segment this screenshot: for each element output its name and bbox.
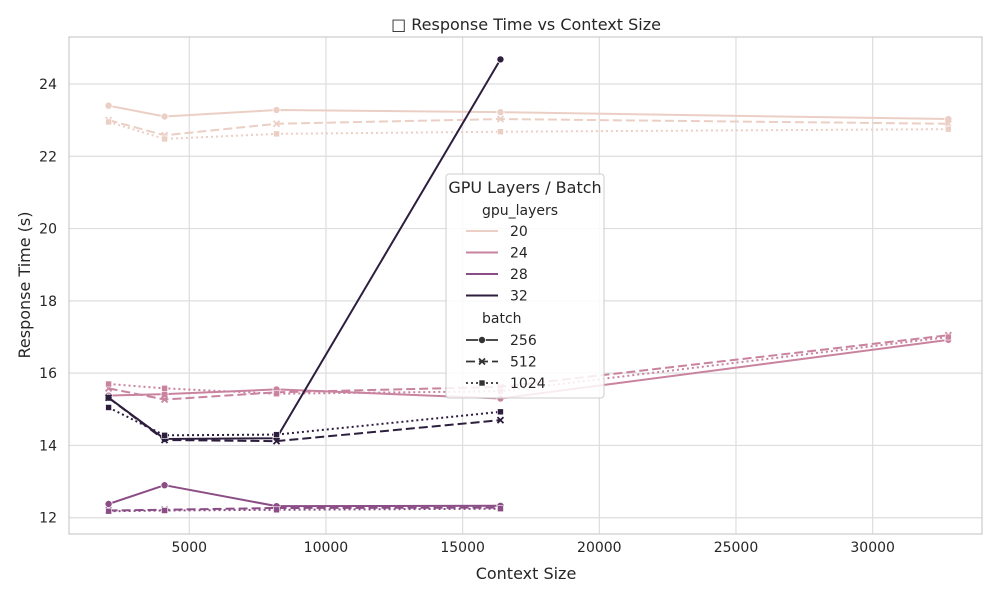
legend-hue-label: 24 (510, 246, 528, 262)
x-tick-label: 30000 (850, 540, 895, 556)
legend-style-marker (477, 335, 486, 344)
data-point (272, 106, 281, 115)
data-point (161, 385, 168, 392)
series-gpu32-batch512 (104, 394, 505, 445)
data-point (273, 431, 280, 438)
x-tick-label: 15000 (440, 540, 485, 556)
x-axis-title: Context Size (476, 564, 577, 583)
data-point (105, 118, 112, 126)
data-point (497, 408, 504, 416)
y-tick-label: 14 (39, 438, 57, 454)
data-point (161, 135, 168, 143)
series-gpu28-batch1024 (105, 505, 504, 515)
legend: GPU Layers / Batch gpu_layers 20 24 28 32 b… (445, 173, 605, 399)
series-line (107, 396, 501, 443)
data-point (161, 432, 168, 439)
data-point (160, 481, 169, 490)
data-point (104, 394, 113, 402)
x-tick-label: 10000 (304, 540, 349, 556)
series-lines (104, 55, 953, 515)
legend-style-marker (478, 357, 486, 366)
plot-frame (68, 36, 983, 535)
legend-style-label: 256 (510, 333, 537, 349)
data-point (104, 101, 113, 110)
legend-hue-title: gpu_layers (482, 203, 558, 219)
data-point (160, 395, 169, 404)
data-point (944, 120, 952, 128)
y-tick-label: 20 (39, 222, 57, 238)
y-tick-label: 22 (39, 149, 57, 165)
data-point (496, 115, 505, 123)
data-point (272, 437, 281, 445)
data-point (273, 130, 280, 138)
chart-title: □ Response Time vs Context Size (391, 15, 661, 34)
legend-title: GPU Layers / Batch (448, 178, 601, 197)
data-point (161, 507, 168, 514)
x-tick-label: 5000 (171, 540, 207, 556)
legend-style-marker (478, 379, 486, 387)
legend-hue-label: 20 (510, 224, 528, 240)
data-point (497, 128, 504, 136)
y-axis-title: Response Time (s) (15, 212, 34, 359)
series-line (108, 506, 501, 512)
legend-style-title: batch (482, 311, 522, 327)
y-tick-label: 24 (39, 77, 57, 93)
legend-hue-label: 28 (510, 267, 528, 283)
data-point (496, 55, 505, 64)
x-tick-label: 20000 (577, 540, 622, 556)
legend-style-label: 512 (510, 355, 537, 371)
data-point (160, 112, 169, 121)
data-point (104, 499, 113, 508)
legend-hue-label: 32 (510, 289, 528, 305)
data-point (273, 506, 280, 514)
y-tick-label: 18 (39, 294, 57, 310)
data-point (105, 380, 112, 388)
data-point (496, 416, 505, 424)
y-tick-label: 16 (39, 366, 57, 382)
data-point (105, 507, 112, 515)
data-point (496, 108, 505, 117)
y-tick-label: 12 (39, 511, 57, 527)
legend-style-label: 1024 (510, 376, 546, 392)
data-point (105, 404, 112, 411)
series-line (108, 484, 501, 508)
tick-labels: 5000 10000 15000 20000 25000 30000 12 14 16 18 20 2… (39, 77, 895, 556)
x-tick-label: 25000 (714, 540, 759, 556)
data-point (945, 333, 952, 341)
series-line (108, 406, 501, 437)
data-point (272, 120, 281, 128)
series-gpu20-batch1024 (105, 118, 952, 143)
series-line (108, 507, 501, 513)
series-gpu32-batch1024 (105, 404, 504, 439)
data-point (497, 505, 504, 512)
data-point (945, 125, 952, 133)
data-point (273, 390, 280, 398)
